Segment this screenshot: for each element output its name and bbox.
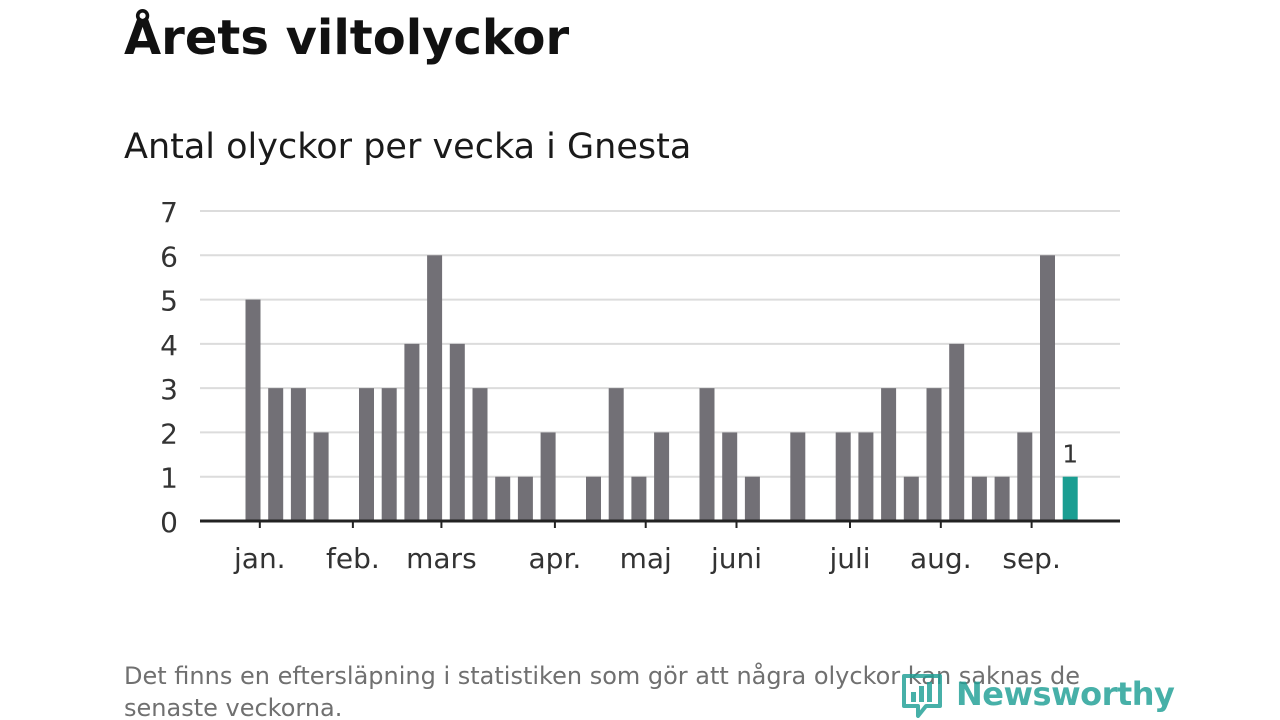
bar — [268, 388, 284, 521]
y-tick-label: 4 — [160, 329, 178, 362]
bar — [881, 388, 897, 521]
bar — [790, 432, 806, 521]
bar — [472, 388, 488, 521]
x-tick-label: maj — [620, 542, 672, 575]
bar — [313, 432, 329, 521]
data-label: 1 — [1062, 440, 1078, 469]
x-tick-label: juni — [710, 542, 762, 575]
bar — [517, 476, 533, 521]
bar — [722, 432, 738, 521]
x-axis — [200, 519, 1120, 528]
bar — [1017, 432, 1033, 521]
bar — [654, 432, 670, 521]
y-tick-label: 2 — [160, 417, 178, 450]
x-axis-labels: jan. feb. mars apr. maj juni juli aug. sep. — [233, 542, 1061, 575]
brand-name: Newsworthy — [956, 675, 1175, 713]
bars — [245, 255, 1078, 522]
bar — [449, 343, 465, 521]
bar — [903, 476, 919, 521]
x-tick-label: juli — [828, 542, 870, 575]
bar — [586, 476, 601, 521]
newsworthy-logo-icon — [902, 674, 942, 718]
x-tick-label: jan. — [233, 542, 286, 575]
y-tick-label: 6 — [160, 240, 178, 273]
chart-subtitle: Antal olyckor per vecka i Gnesta — [124, 127, 692, 167]
bar — [858, 432, 874, 521]
bar — [949, 343, 965, 521]
bar — [381, 388, 397, 521]
bar — [540, 432, 556, 521]
bar — [835, 432, 851, 521]
bar-current-week — [1062, 476, 1078, 521]
y-tick-label: 5 — [160, 285, 178, 318]
x-tick-label: mars — [406, 542, 477, 575]
bar — [926, 388, 942, 521]
y-tick-label: 7 — [160, 196, 178, 229]
y-tick-label: 0 — [160, 506, 178, 539]
bar — [427, 255, 443, 522]
bar — [971, 476, 987, 521]
bar — [1040, 255, 1055, 522]
gridlines — [200, 210, 1120, 478]
bar — [631, 476, 647, 521]
bar — [495, 476, 511, 521]
bar — [608, 388, 624, 521]
bar — [404, 343, 420, 521]
y-tick-label: 1 — [160, 462, 178, 495]
x-tick-label: aug. — [910, 542, 972, 575]
bar — [359, 388, 374, 521]
x-tick-label: feb. — [326, 542, 380, 575]
y-tick-label: 3 — [160, 373, 178, 406]
bar — [744, 476, 760, 521]
y-axis-labels: 0 1 2 3 4 5 6 7 — [160, 196, 178, 539]
page-title: Årets viltolyckor — [124, 10, 570, 66]
bar — [245, 299, 261, 521]
annotations: 1 — [1062, 440, 1078, 469]
bar — [699, 388, 715, 521]
x-tick-label: sep. — [1002, 542, 1061, 575]
brand-logo: Newsworthy — [900, 668, 1175, 720]
bar — [290, 388, 306, 521]
x-tick-label: apr. — [529, 542, 582, 575]
bar — [994, 476, 1010, 521]
